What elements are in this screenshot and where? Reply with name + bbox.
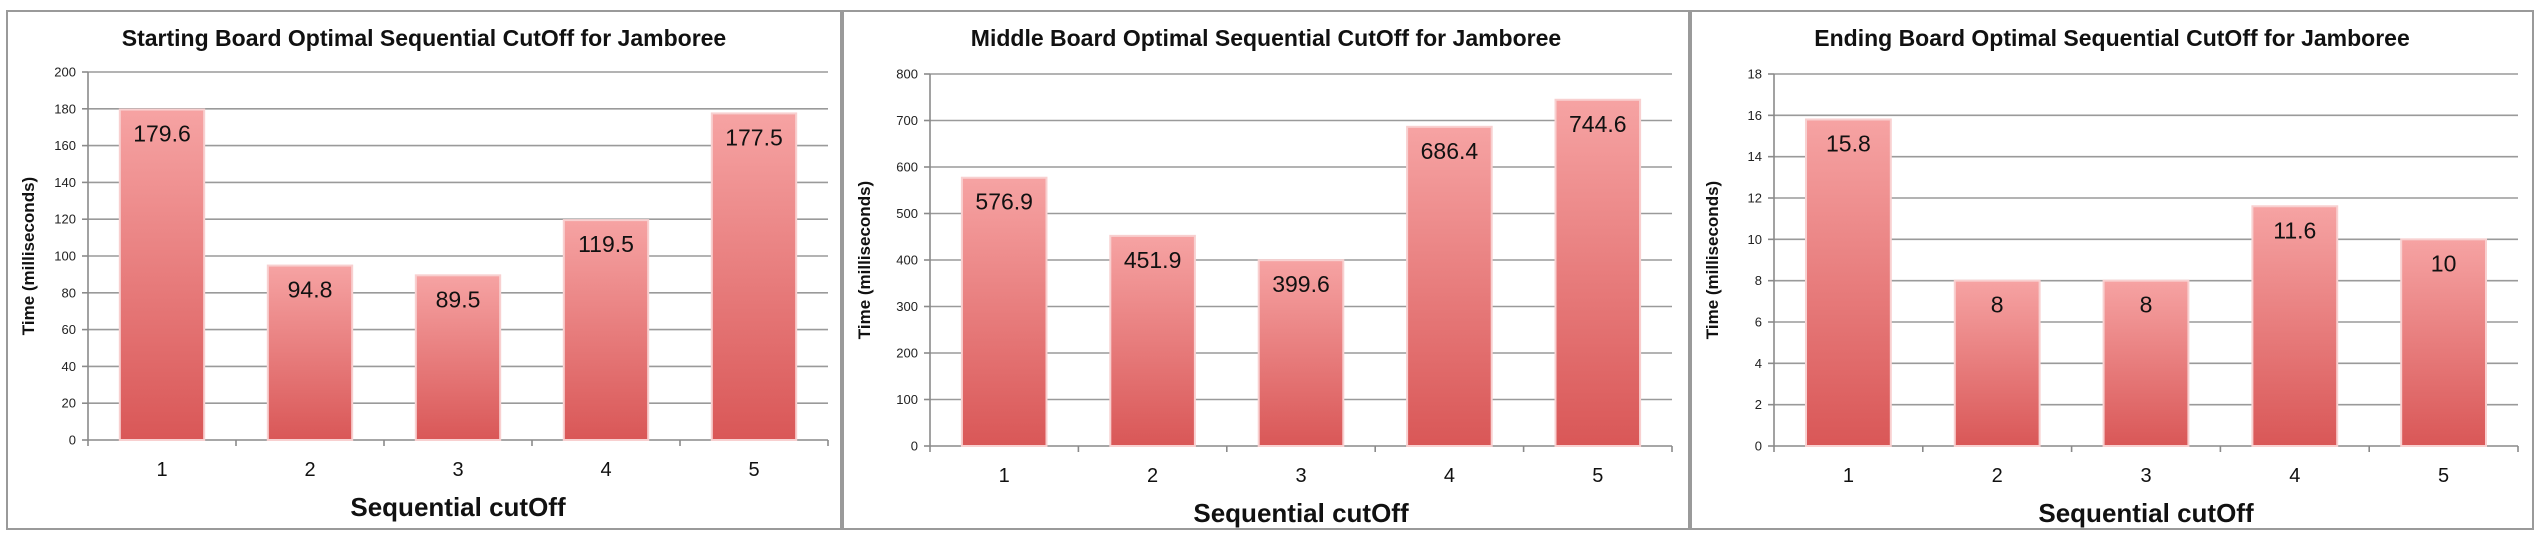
x-tick-label: 3 xyxy=(2140,465,2151,487)
y-tick-label: 0 xyxy=(911,439,918,454)
bar-5 xyxy=(710,112,798,442)
x-tick-label: 3 xyxy=(452,459,463,481)
data-label: 177.5 xyxy=(725,124,783,150)
data-label: 10 xyxy=(2431,250,2457,276)
bar-3 xyxy=(1257,259,1345,447)
y-tick-label: 80 xyxy=(62,285,76,300)
x-tick-label: 4 xyxy=(2289,465,2300,487)
data-label: 744.6 xyxy=(1569,111,1627,137)
x-tick-label: 1 xyxy=(999,465,1010,487)
chart-ending: Ending Board Optimal Sequential CutOff f… xyxy=(1703,25,2519,528)
y-tick-label: 120 xyxy=(54,212,76,227)
y-tick-label: 6 xyxy=(1755,315,1762,330)
x-tick-label: 4 xyxy=(1444,465,1455,487)
data-label: 451.9 xyxy=(1124,247,1182,273)
x-tick-label: 2 xyxy=(1147,465,1158,487)
data-label: 686.4 xyxy=(1421,138,1479,164)
y-axis-label: Time (milliseconds) xyxy=(1703,181,1722,339)
data-label: 8 xyxy=(2140,292,2153,318)
y-tick-label: 10 xyxy=(1748,232,1762,247)
x-tick-label: 5 xyxy=(2438,465,2449,487)
y-tick-label: 12 xyxy=(1748,191,1762,206)
x-axis-label: Sequential cutOff xyxy=(1193,498,1409,528)
data-label: 119.5 xyxy=(578,231,634,257)
bar-2 xyxy=(266,264,354,441)
data-label: 15.8 xyxy=(1826,130,1871,156)
y-tick-label: 100 xyxy=(896,392,918,407)
y-tick-label: 16 xyxy=(1748,108,1762,123)
chart-starting: Starting Board Optimal Sequential CutOff… xyxy=(19,25,829,522)
bar-1 xyxy=(118,108,206,441)
x-tick-label: 2 xyxy=(1992,465,2003,487)
y-axis-label: Time (milliseconds) xyxy=(855,181,874,339)
y-tick-label: 20 xyxy=(62,396,76,411)
chart-title: Ending Board Optimal Sequential CutOff f… xyxy=(1814,25,2410,51)
data-label: 94.8 xyxy=(288,277,333,303)
y-tick-label: 14 xyxy=(1748,149,1762,164)
y-tick-label: 180 xyxy=(54,101,76,116)
bar-2 xyxy=(1953,279,2041,447)
chart-title: Starting Board Optimal Sequential CutOff… xyxy=(122,25,726,51)
x-tick-label: 3 xyxy=(1295,465,1306,487)
chart-panel-starting: Starting Board Optimal Sequential CutOff… xyxy=(6,10,842,530)
data-label: 179.6 xyxy=(133,121,191,147)
x-tick-label: 5 xyxy=(748,459,759,481)
y-tick-label: 0 xyxy=(1755,439,1762,454)
y-tick-label: 4 xyxy=(1755,356,1762,371)
chart-title: Middle Board Optimal Sequential CutOff f… xyxy=(971,25,1561,51)
bar-4 xyxy=(2251,205,2339,447)
data-label: 11.6 xyxy=(2273,217,2316,243)
y-tick-label: 18 xyxy=(1748,67,1762,82)
y-tick-label: 2 xyxy=(1755,397,1762,412)
bar-2 xyxy=(1109,234,1196,447)
x-tick-label: 1 xyxy=(1843,465,1854,487)
bar-1 xyxy=(960,176,1048,448)
y-tick-label: 100 xyxy=(54,249,76,264)
y-tick-label: 40 xyxy=(62,359,76,374)
x-axis-label: Sequential cutOff xyxy=(350,492,566,522)
data-label: 8 xyxy=(1991,292,2004,318)
bar-4 xyxy=(1406,125,1493,447)
bar-3 xyxy=(2102,279,2190,447)
bar-1 xyxy=(1804,118,1892,447)
chart-middle: Middle Board Optimal Sequential CutOff f… xyxy=(855,25,1673,528)
y-tick-label: 60 xyxy=(62,322,76,337)
y-tick-label: 200 xyxy=(896,346,918,361)
y-tick-label: 600 xyxy=(896,160,918,175)
y-tick-label: 400 xyxy=(896,253,918,268)
y-tick-label: 140 xyxy=(54,175,76,190)
y-tick-label: 500 xyxy=(896,206,918,221)
bar-5 xyxy=(1554,98,1642,448)
x-tick-label: 4 xyxy=(600,459,611,481)
y-tick-label: 160 xyxy=(54,138,76,153)
data-label: 576.9 xyxy=(975,189,1033,215)
x-tick-label: 2 xyxy=(304,459,315,481)
x-axis-label: Sequential cutOff xyxy=(2038,498,2254,528)
data-label: 399.6 xyxy=(1272,271,1330,297)
y-tick-label: 800 xyxy=(896,67,918,82)
y-tick-label: 200 xyxy=(54,65,76,80)
x-tick-label: 5 xyxy=(1592,465,1603,487)
y-tick-label: 300 xyxy=(896,299,918,314)
bar-4 xyxy=(562,219,650,441)
data-label: 89.5 xyxy=(436,286,481,312)
y-tick-label: 8 xyxy=(1755,273,1762,288)
y-tick-label: 700 xyxy=(896,113,918,128)
bar-3 xyxy=(414,274,502,441)
bar-5 xyxy=(2400,238,2488,447)
x-tick-label: 1 xyxy=(156,459,167,481)
chart-panel-ending: Ending Board Optimal Sequential CutOff f… xyxy=(1690,10,2534,530)
y-axis-label: Time (milliseconds) xyxy=(19,177,38,335)
y-tick-label: 0 xyxy=(69,433,76,448)
chart-panel-middle: Middle Board Optimal Sequential CutOff f… xyxy=(842,10,1690,530)
